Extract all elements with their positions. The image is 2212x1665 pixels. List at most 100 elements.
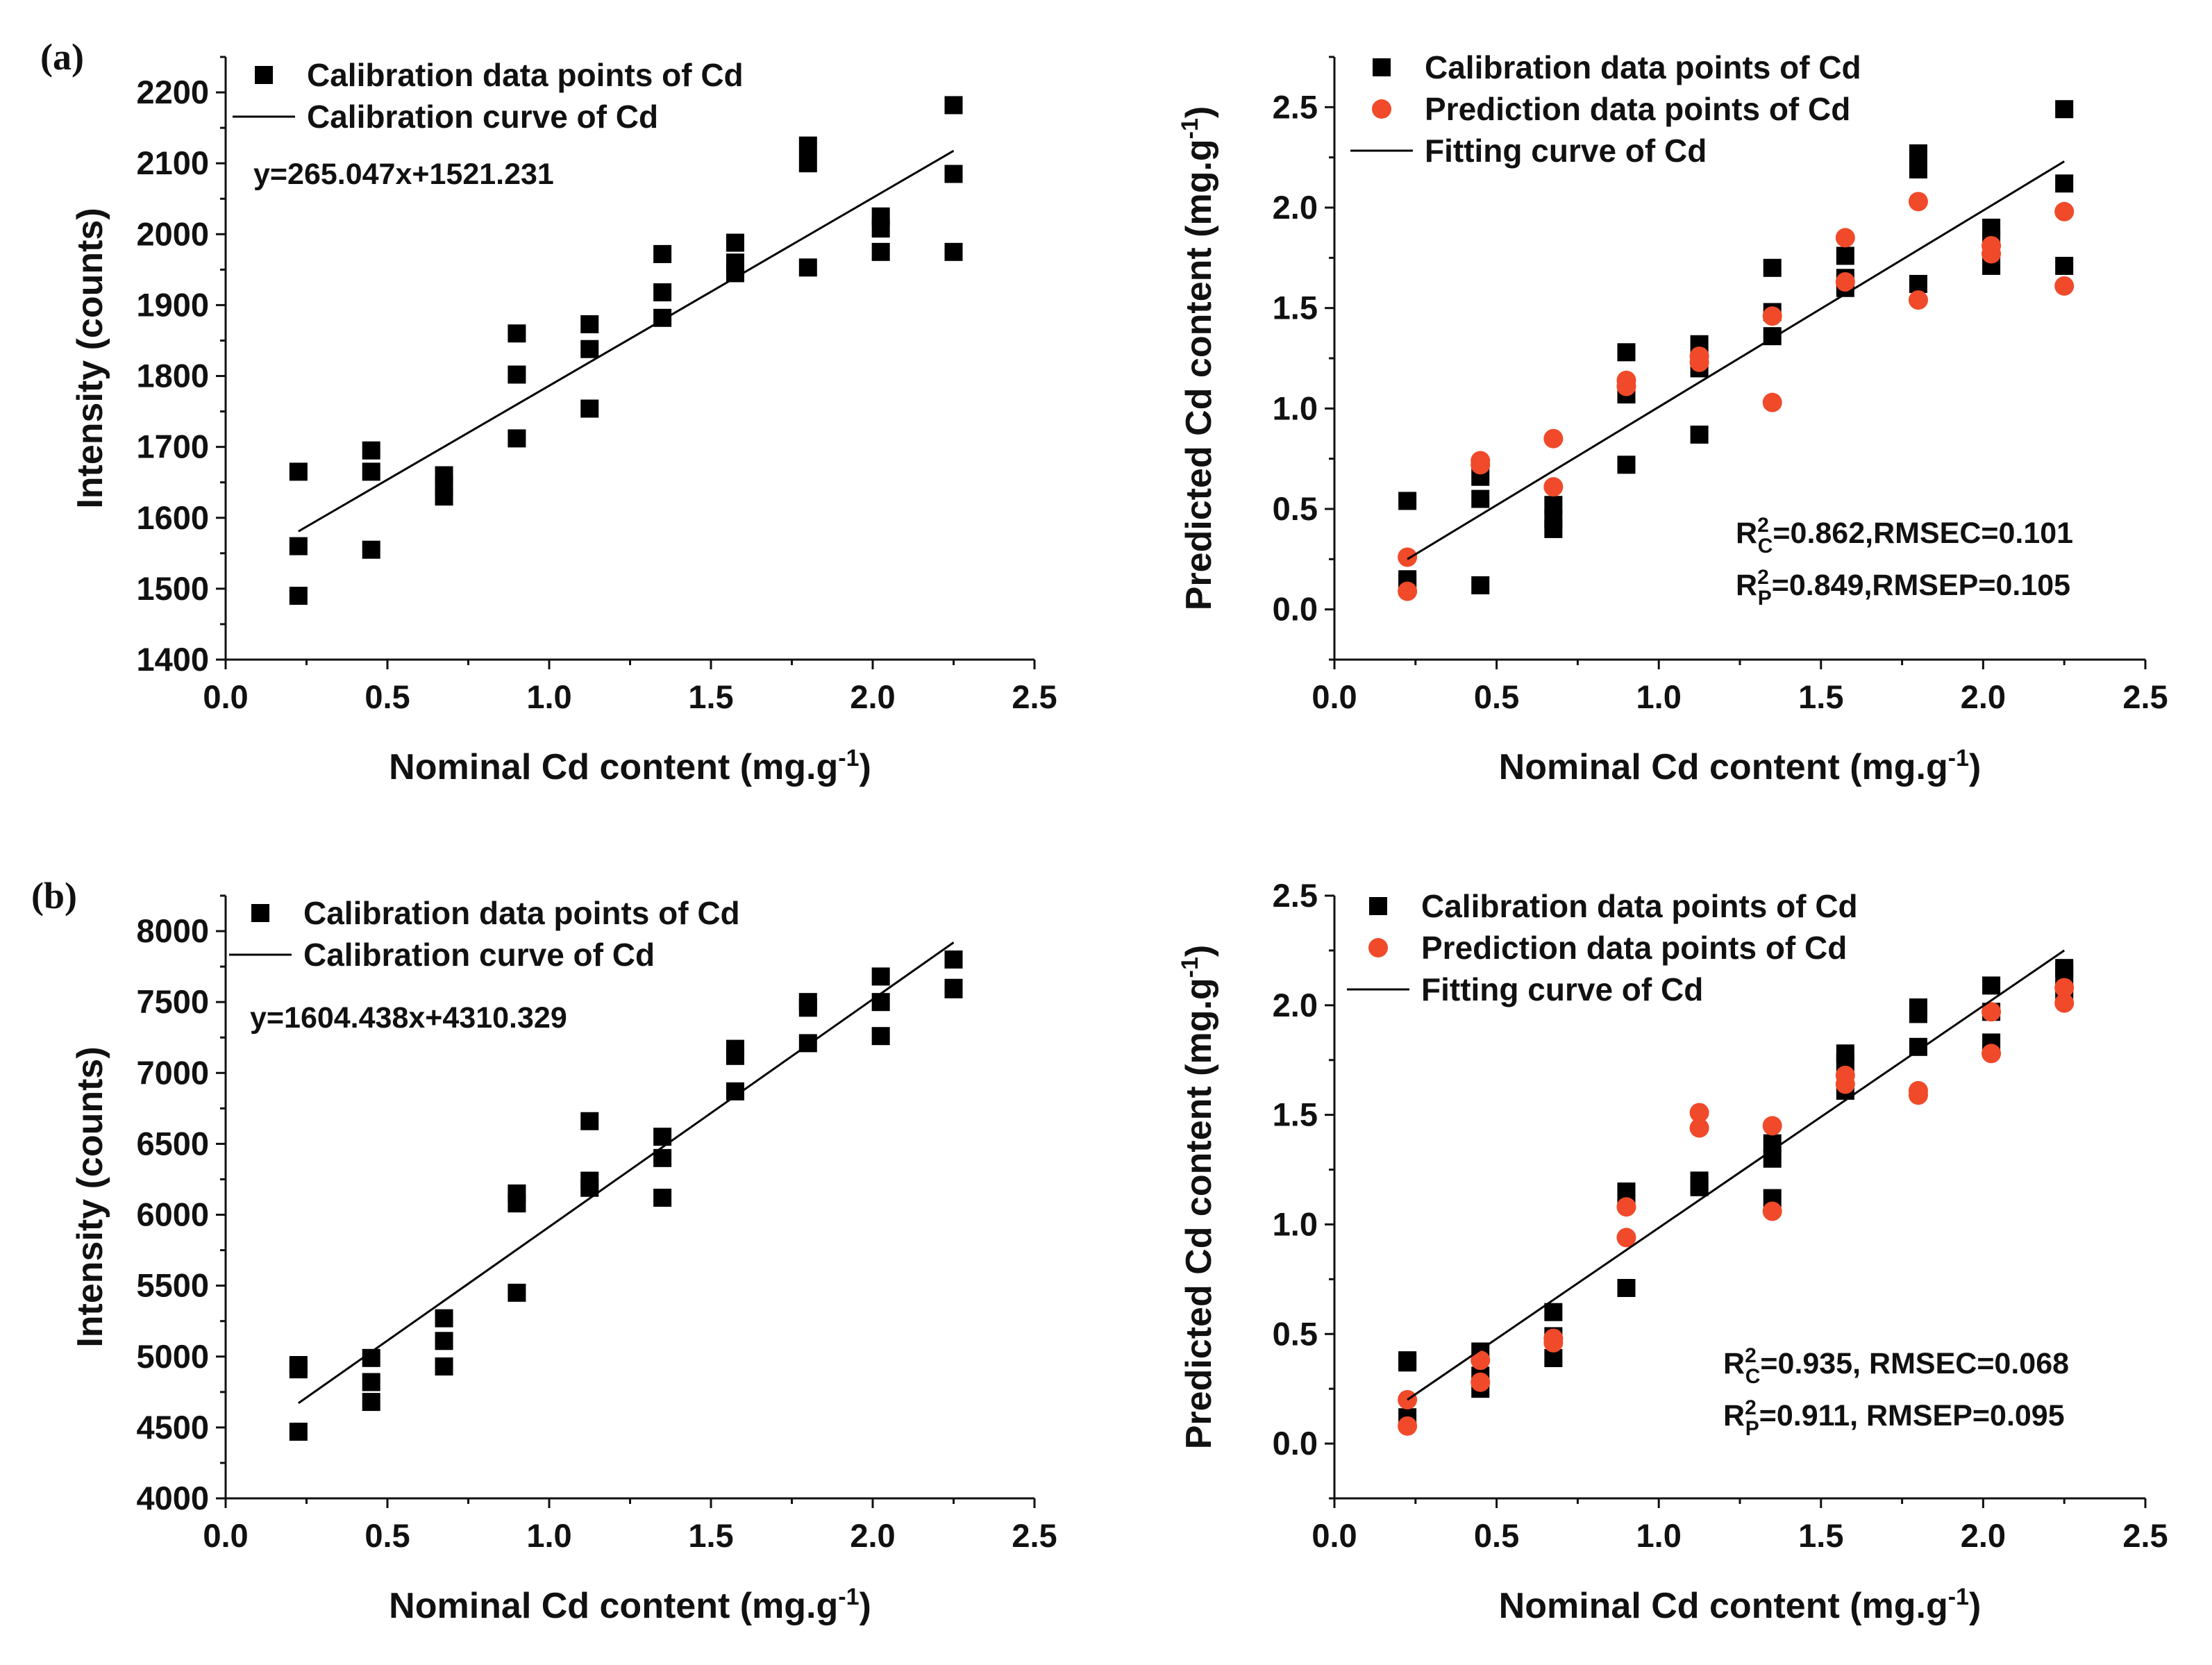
chart-a-left-y-tick-label: 2200	[136, 74, 209, 110]
chart-b-left-calibration-point	[508, 1283, 526, 1302]
chart-b-left-calibration-point	[580, 1112, 599, 1130]
chart-a-right-y-axis-title-sup: -1	[1177, 118, 1203, 139]
chart-a-left-y-tick-label: 1500	[136, 570, 209, 607]
chart-a-left-calibration-point	[508, 429, 526, 448]
chart-a-right-fit-line	[1407, 160, 2065, 560]
chart-a-right-y-tick-label: 2.0	[1273, 189, 1318, 226]
chart-b-right-y-axis-title-sup: -1	[1177, 957, 1203, 978]
chart-a-right-stat-annotation-sup: 2	[1757, 514, 1769, 537]
chart-b-right-legend-circle-icon	[1368, 938, 1388, 957]
chart-b-right-stat-annotation-rest: =0.935, RMSEC=0.068	[1760, 1347, 2069, 1380]
chart-b-right-stat-annotation-rest: =0.911, RMSEP=0.095	[1759, 1399, 2065, 1432]
chart-a-right-prediction-point	[1398, 581, 1418, 601]
chart-a-left-calibration-point	[289, 537, 308, 555]
chart-a-left-x-tick-label: 0.5	[365, 678, 410, 715]
chart-b-right-calibration-point	[1617, 1278, 1636, 1297]
chart-a-right-y-tick-label: 0.5	[1273, 490, 1318, 527]
chart-b-left-y-tick-label: 8000	[136, 912, 209, 949]
chart-b-left-y-tick-label: 6000	[136, 1196, 209, 1233]
chart-b-left-y-tick-label: 5500	[136, 1267, 209, 1304]
chart-a-right-prediction-point	[1981, 244, 2002, 264]
chart-b-left-x-tick-label: 2.5	[1012, 1517, 1057, 1554]
chart-a-right-series-group	[1398, 100, 2075, 601]
chart-a-right-calibration-point	[1836, 246, 1854, 265]
chart-a-left-x-axis-title-main: Nominal Cd content (mg.g	[389, 747, 838, 787]
chart-a-left-calibration-point	[289, 462, 308, 481]
chart-a-left-calibration-point	[798, 154, 817, 173]
chart-a-right-legend-label: Calibration data points of Cd	[1425, 49, 1861, 85]
chart-b-right-x-tick-label: 0.5	[1474, 1517, 1519, 1554]
chart-a-left-calibration-point	[362, 540, 380, 559]
chart-b-left-calibration-point	[362, 1393, 380, 1412]
chart-a-right-prediction-point	[1835, 272, 1855, 292]
chart-b-right-x-axis-title-sup: -1	[1948, 1584, 1969, 1610]
chart-b-right-calibration-point	[1982, 976, 2001, 995]
chart-a-right-prediction-point	[1543, 477, 1564, 497]
chart-a-right-calibration-point	[1909, 274, 1927, 293]
chart-a-right-prediction-point	[2054, 201, 2075, 221]
chart-a-left-y-axis-title: Intensity (counts)	[70, 208, 110, 508]
chart-a-left-calibration-point	[798, 136, 817, 155]
chart-b-right-stat-annotation-sub: C	[1745, 1365, 1761, 1388]
chart-a-right-y-axis-title-end: )	[1179, 106, 1219, 118]
chart-a-left-calibration-point	[435, 487, 453, 506]
chart-b-left-calibration-point	[726, 1046, 744, 1065]
chart-b-left-y-tick-label: 4000	[136, 1480, 209, 1516]
chart-a-right-stat-annotation-rest: =0.862,RMSEC=0.101	[1773, 517, 2073, 550]
chart-b-left-calibration-point	[508, 1194, 526, 1213]
chart-b-left-calibration-point	[289, 1360, 308, 1379]
chart-a-left-calibration-point	[653, 283, 672, 302]
chart-b-right-x-axis-title-main: Nominal Cd content (mg.g	[1499, 1586, 1948, 1626]
chart-a-left-calibration-point	[580, 315, 599, 333]
chart-a-right-legend-label: Prediction data points of Cd	[1425, 91, 1850, 127]
chart-a-right-y-tick-label: 0.0	[1273, 591, 1318, 628]
chart-a-right-x-axis-title: Nominal Cd content (mg.g-1)	[1499, 745, 1981, 787]
chart-b-right-x-tick-label: 1.5	[1798, 1517, 1843, 1554]
chart-a-right-stat-annotation: R2 C=0.862,RMSEC=0.101	[1736, 514, 2073, 558]
chart-a-right-y-axis-title: Predicted Cd content (mg.g-1)	[1177, 106, 1219, 610]
chart-a-left-equation: y=265.047x+1521.231	[253, 158, 554, 191]
chart-a-left-y-tick-label: 1600	[136, 499, 209, 536]
chart-b-right-legend-label: Calibration data points of Cd	[1421, 888, 1858, 924]
chart-a-right-x-axis-title-end: )	[1969, 747, 1981, 787]
chart-b-left-y-tick-label: 7500	[136, 983, 209, 1020]
chart-b-right-prediction-point	[1762, 1116, 1782, 1136]
chart-a-left-calibration-point	[944, 242, 963, 261]
chart-a-right-prediction-point	[2054, 276, 2075, 296]
chart-b-right-y-tick-label: 2.5	[1273, 877, 1318, 914]
chart-a-left-calibration-point	[362, 462, 380, 481]
chart-a-right-legend-square-icon	[1373, 58, 1391, 76]
chart-a-right-prediction-point	[1908, 192, 1928, 212]
chart-b-left-y-tick-label: 5000	[136, 1338, 209, 1375]
chart-b-left-calibration-point	[435, 1357, 453, 1376]
chart-b-right-y-axis-title-main: Predicted Cd content (mg.g	[1179, 978, 1219, 1449]
chart-a-right-prediction-point	[1471, 455, 1491, 475]
chart-b-left-y-axis-title-main: Intensity (counts)	[70, 1046, 110, 1347]
chart-a-right-y-tick-label: 1.5	[1273, 290, 1318, 326]
chart-a-right-calibration-point	[1690, 425, 1709, 444]
chart-a-right-calibration-point	[1909, 160, 1927, 179]
chart-b-left-series-group	[289, 942, 963, 1441]
chart-b-right-prediction-point	[1689, 1118, 1709, 1138]
chart-b-right-calibration-point	[1690, 1178, 1709, 1196]
chart-a-right-legend-circle-icon	[1372, 99, 1391, 119]
chart-a-right-calibration-point	[1471, 576, 1490, 594]
chart-b-right-calibration-point	[1763, 1149, 1782, 1168]
chart-b-right-prediction-point	[2054, 978, 2075, 998]
chart-a-left-x-tick-label: 1.5	[688, 678, 733, 715]
chart-b-left-x-tick-label: 0.5	[365, 1517, 410, 1554]
chart-a-right-x-axis-title-sup: -1	[1948, 745, 1969, 771]
chart-b-right-y-tick-label: 1.0	[1273, 1205, 1318, 1242]
chart-a-left-x-tick-label: 2.5	[1012, 678, 1057, 715]
chart-b-right-y-axis-title-end: )	[1179, 945, 1219, 957]
chart-a-left-calibration-point	[944, 96, 963, 115]
chart-b-left-calibration-point	[435, 1309, 453, 1328]
chart-b-right-prediction-point	[2054, 993, 2075, 1013]
chart-a-right-prediction-point	[1689, 352, 1709, 372]
chart-a-right-calibration-point	[1617, 343, 1636, 362]
chart-b-right-x-tick-label: 2.5	[2122, 1517, 2168, 1554]
chart-b-right-x-axis-title: Nominal Cd content (mg.g-1)	[1499, 1584, 1981, 1626]
chart-a-right-prediction-point	[1762, 392, 1782, 412]
chart-a-right-stat-annotation-rest: =0.849,RMSEP=0.105	[1772, 569, 2070, 602]
chart-a-left-x-tick-label: 0.0	[203, 678, 248, 715]
